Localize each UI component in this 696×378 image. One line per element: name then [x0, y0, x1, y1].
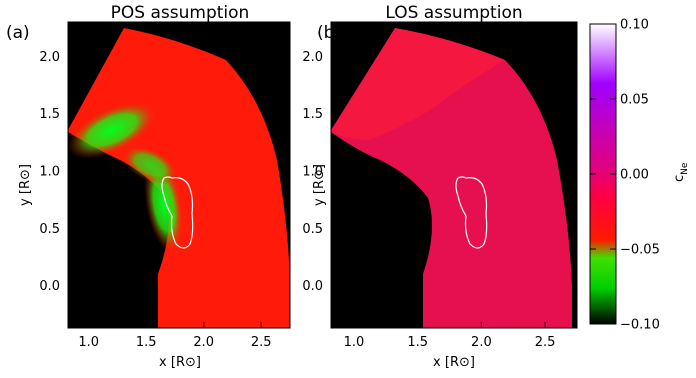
panel-a-xtick-label: 2.0 — [193, 335, 214, 350]
panel-a-label: (a) — [6, 23, 30, 43]
panel-b-contour — [455, 176, 488, 249]
panel-a-xlabel: x [R⊙] — [159, 355, 201, 370]
panel-b-ylabel: y [R⊙] — [312, 164, 327, 206]
panel-b-ytick-label: 1.0 — [302, 164, 323, 179]
panel-a-ticks: 1.0 1.5 2.0 2.5 0.0 0.5 1.0 1.5 2.0 — [39, 50, 271, 350]
panel-a-ytick-label: 1.0 — [39, 164, 60, 179]
colorbar-ticks: 0.10 0.05 0.00 −0.05 −0.10 — [590, 18, 660, 333]
panel-a-xtick-label: 2.5 — [251, 335, 272, 350]
panel-b-ytick-label: 0.5 — [302, 222, 323, 237]
colorbar: 0.10 0.05 0.00 −0.05 −0.10 cNe — [589, 18, 690, 333]
panel-a-ytick-label: 0.0 — [39, 279, 60, 294]
panel-a-green-upper — [68, 101, 157, 159]
panel-a: 1.0 1.5 2.0 2.5 0.0 0.5 1.0 1.5 2.0 (a) POS assu… — [6, 3, 291, 370]
colorbar-tick-label: 0.10 — [620, 18, 649, 33]
colorbar-tick-label: −0.10 — [620, 318, 660, 333]
panel-b-xtick-label: 2.5 — [535, 335, 556, 350]
panel-a-xtick-label: 1.5 — [136, 335, 157, 350]
colorbar-tick-label: 0.05 — [620, 93, 649, 108]
panel-a-ytick-label: 1.5 — [39, 107, 60, 122]
panel-b-red-swath — [331, 28, 505, 140]
panel-a-ylabel: y [R⊙] — [18, 164, 33, 206]
colorbar-tick-label: 0.00 — [620, 168, 649, 183]
panel-b-ytick-label: 2.0 — [302, 50, 323, 65]
panel-b-ticks: 1.0 1.5 2.0 2.5 0.0 0.5 1.0 1.5 2.0 — [302, 50, 555, 350]
panel-a-xtick-label: 1.0 — [78, 335, 99, 350]
panel-b-label: (b) — [317, 23, 341, 43]
panel-a-ytick-label: 2.0 — [39, 50, 60, 65]
panel-b-xtick-label: 1.5 — [407, 335, 428, 350]
panel-a-title: POS assumption — [111, 3, 250, 23]
panel-b-ytick-label: 1.5 — [302, 107, 323, 122]
panel-b-frame — [330, 21, 578, 329]
colorbar-tick-label: −0.05 — [620, 243, 660, 258]
panel-b-xtick-label: 1.0 — [344, 335, 365, 350]
panel-b-ytick-label: 0.0 — [302, 279, 323, 294]
panel-a-frame — [67, 21, 291, 329]
panel-a-ytick-label: 0.5 — [39, 222, 60, 237]
panel-a-contour — [161, 176, 194, 249]
colorbar-label: cNe — [672, 162, 690, 182]
panel-a-green-arc — [121, 145, 179, 185]
panel-b-xtick-label: 2.0 — [471, 335, 492, 350]
panel-b-xlabel: x [R⊙] — [433, 355, 475, 370]
colorbar-label-sub: Ne — [680, 162, 690, 175]
panel-b-title: LOS assumption — [385, 3, 522, 23]
colorbar-label-main: c — [672, 175, 687, 182]
panel-b: 1.0 1.5 2.0 2.5 0.0 0.5 1.0 1.5 2.0 (b) LOS assu… — [302, 3, 578, 370]
